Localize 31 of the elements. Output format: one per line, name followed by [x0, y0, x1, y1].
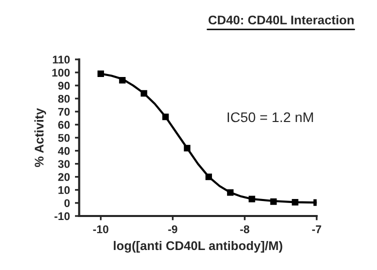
- y-tick-label: 90: [58, 82, 70, 90]
- y-tick-label: 100: [52, 68, 70, 77]
- x-tick-label: -7: [312, 225, 322, 234]
- x-tick-label: -9: [168, 225, 178, 234]
- y-tick-label: 80: [58, 94, 70, 103]
- y-tick-label: 70: [58, 108, 70, 116]
- y-tick-label: 60: [58, 120, 70, 129]
- y-tick-label: 20: [58, 173, 70, 181]
- point: [162, 114, 169, 120]
- point: [140, 90, 148, 97]
- point: [98, 70, 104, 78]
- x-axis-title: log([anti CD40L antibody]/M): [114, 240, 282, 253]
- y-tick-label: 50: [58, 134, 70, 142]
- x-tick-label: -10: [93, 225, 108, 234]
- point: [184, 144, 190, 152]
- point: [292, 199, 298, 206]
- y-tick-label: 110: [52, 56, 70, 64]
- chart-title: CD40: CD40L Interaction: [208, 15, 354, 24]
- point: [227, 189, 234, 196]
- point: [119, 77, 126, 84]
- y-axis-title: % Activity: [34, 108, 46, 168]
- annotation: IC50 = 1.2 nM: [228, 112, 313, 122]
- point: [270, 198, 277, 205]
- point: [248, 196, 256, 202]
- y-tick-label: 30: [58, 160, 70, 168]
- y-tick-label: -10: [54, 212, 70, 220]
- y-tick-label: 0: [64, 199, 70, 208]
- y-tick-label: 40: [58, 147, 70, 155]
- x-tick-label: -8: [240, 225, 250, 234]
- y-tick-label: 10: [58, 186, 70, 194]
- point: [205, 174, 212, 180]
